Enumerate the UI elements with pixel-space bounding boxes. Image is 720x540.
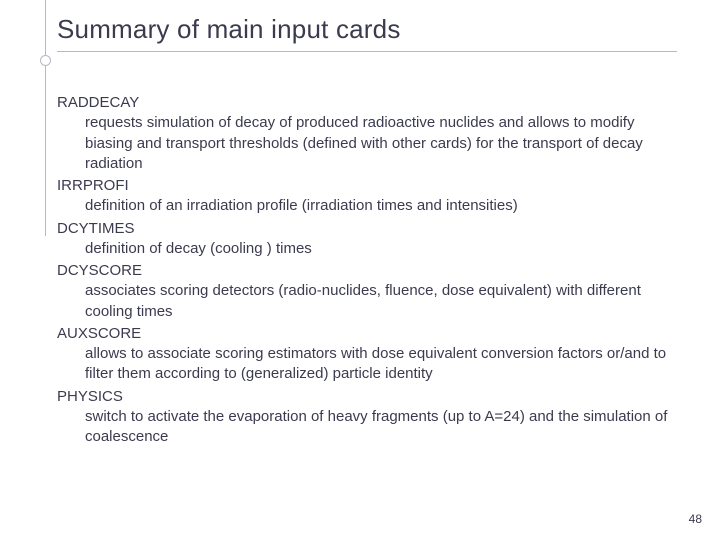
slide-title: Summary of main input cards [57,14,677,52]
title-bullet-icon [40,55,51,66]
card-dcytimes: DCYTIMES definition of decay (cooling ) … [57,219,669,260]
title-wrap: Summary of main input cards [57,14,677,52]
card-desc: associates scoring detectors (radio-nucl… [57,281,669,322]
card-desc: definition of an irradiation profile (ir… [57,196,669,216]
card-dcyscore: DCYSCORE associates scoring detectors (r… [57,261,669,322]
vertical-rule [45,0,46,236]
card-name: AUXSCORE [57,324,669,344]
slide-body: RADDECAY requests simulation of decay of… [57,93,669,449]
card-raddecay: RADDECAY requests simulation of decay of… [57,93,669,174]
card-physics: PHYSICS switch to activate the evaporati… [57,387,669,448]
card-name: DCYTIMES [57,219,669,239]
card-name: PHYSICS [57,387,669,407]
card-auxscore: AUXSCORE allows to associate scoring est… [57,324,669,385]
card-name: DCYSCORE [57,261,669,281]
card-desc: switch to activate the evaporation of he… [57,407,669,448]
page-number: 48 [689,512,702,526]
card-desc: requests simulation of decay of produced… [57,113,669,174]
slide: Summary of main input cards RADDECAY req… [0,0,720,540]
card-irrprofi: IRRPROFI definition of an irradiation pr… [57,176,669,217]
card-name: IRRPROFI [57,176,669,196]
card-desc: definition of decay (cooling ) times [57,239,669,259]
card-desc: allows to associate scoring estimators w… [57,344,669,385]
card-name: RADDECAY [57,93,669,113]
